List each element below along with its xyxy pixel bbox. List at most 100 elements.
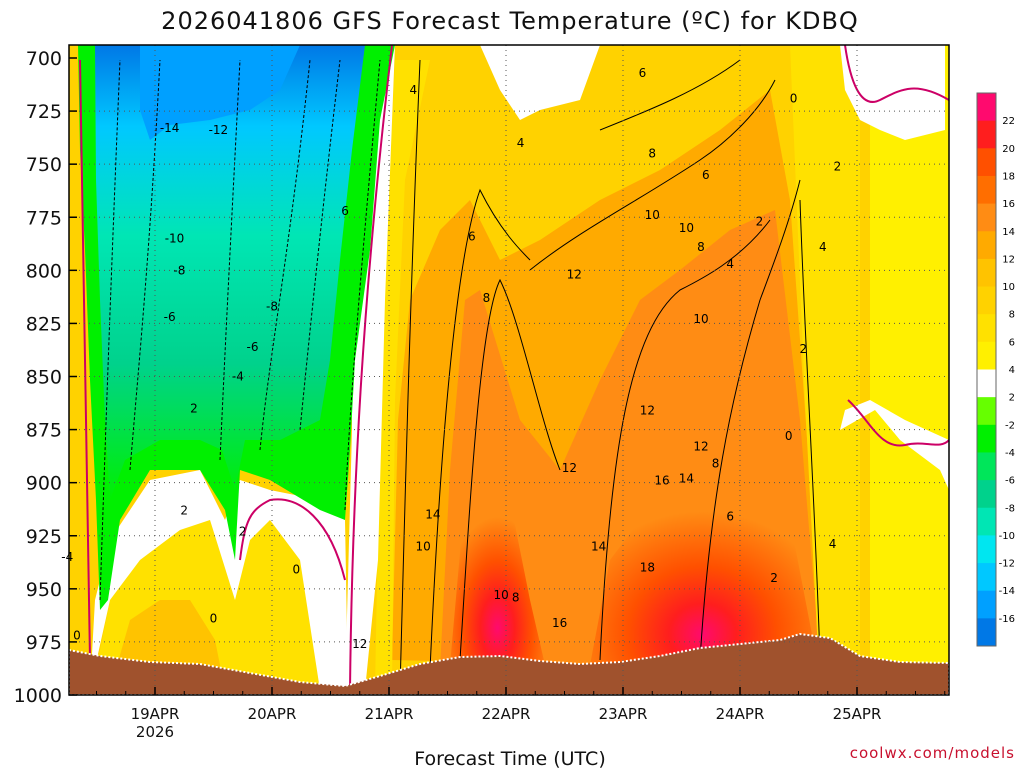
contour-label: 10 <box>645 208 660 222</box>
contour-label: 12 <box>567 268 582 282</box>
colorbar-label: 12 <box>1002 254 1015 265</box>
contour-label: 8 <box>512 590 520 604</box>
colorbar-swatch <box>977 535 996 564</box>
field-white-top <box>480 45 600 120</box>
colorbar: 22 20 18 16 14 12 10 8 6 4 2 -2 -4 -6 -8 -10 -12 -14 -16 <box>976 92 1015 647</box>
contour-label: 18 <box>640 561 655 575</box>
y-tick-label: 950 <box>26 579 62 601</box>
contour-label: 0 <box>785 429 793 443</box>
colorbar-swatch <box>977 258 996 288</box>
colorbar-swatch <box>977 231 996 260</box>
contour-label: 4 <box>819 240 827 254</box>
colorbar-frame <box>976 92 997 647</box>
plot-frame <box>68 44 950 696</box>
contour-label: 6 <box>341 204 349 218</box>
y-tick-label: 925 <box>26 526 62 548</box>
colorbar-swatch <box>977 452 996 481</box>
contour-label: 16 <box>654 474 669 488</box>
contour-label: -8 <box>266 299 278 313</box>
colorbar-swatch <box>977 120 996 149</box>
colorbar-swatch <box>977 507 996 536</box>
field-yellow-far <box>870 45 949 690</box>
colorbar-label: -6 <box>1005 476 1015 487</box>
y-axis: 700 725 750 775 800 825 850 875 900 925 950 975 1000 <box>14 48 77 707</box>
field-cold-deep <box>140 45 300 140</box>
y-tick-label: 800 <box>26 260 62 282</box>
contour-label: 2 <box>190 401 198 415</box>
x-tick-label: 23APR <box>599 705 648 723</box>
colorbar-label: -4 <box>1005 448 1015 459</box>
contour-label: 14 <box>425 508 440 522</box>
contour-label: 0 <box>210 612 218 626</box>
colorbar-label: 14 <box>1002 227 1015 238</box>
contour-label: 6 <box>468 229 476 243</box>
colorbar-swatch <box>977 397 996 426</box>
colorbar-swatch <box>977 341 996 370</box>
contour-label: 6 <box>726 510 734 524</box>
contour-lines-dashed <box>99 59 381 601</box>
x-tick-label: 20APR <box>248 705 297 723</box>
contour-lines <box>399 59 821 691</box>
contour-label: 12 <box>693 440 708 454</box>
colorbar-label: 4 <box>1009 365 1015 376</box>
contour-label: 8 <box>648 147 656 161</box>
contour-labels: -14 -12-10-8-8-6-6-42-4220004466686810108… <box>61 66 841 651</box>
contour-label: 2 <box>834 159 842 173</box>
contour-label: 16 <box>552 616 567 630</box>
zero-contours <box>79 45 949 691</box>
contour-label: 8 <box>712 457 720 471</box>
contour-label: 2 <box>756 214 764 228</box>
contour-label: 10 <box>693 312 708 326</box>
colorbar-swatch <box>977 314 996 343</box>
x-tick-label: 24APR <box>716 705 765 723</box>
colorbar-swatch <box>977 480 996 509</box>
x-tick-sublabel: 2026 <box>136 723 174 741</box>
contour-label: 2 <box>770 571 778 585</box>
contour-label: -6 <box>247 340 259 354</box>
grid <box>69 45 949 695</box>
field-yellow-band <box>375 60 430 690</box>
x-tick-label: 22APR <box>482 705 531 723</box>
contour-label: -6 <box>164 310 176 324</box>
x-axis-label: Forecast Time (UTC) <box>414 748 605 768</box>
y-tick-label: 1000 <box>14 685 62 707</box>
contour-label: 12 <box>562 461 577 475</box>
colorbar-swatch <box>977 286 996 315</box>
contour-label: 8 <box>483 291 491 305</box>
colorbar-label: -8 <box>1005 503 1015 514</box>
y-tick-label: 875 <box>26 420 62 442</box>
colorbar-label: 6 <box>1009 337 1015 348</box>
colorbar-swatch <box>977 203 996 232</box>
colorbar-swatch <box>977 424 996 453</box>
contour-label: -4 <box>61 550 73 564</box>
contour-label: 0 <box>790 91 798 105</box>
field-yellow-right <box>790 45 860 690</box>
contour-label: 10 <box>415 539 430 553</box>
colorbar-swatch <box>977 618 996 647</box>
credit-text: coolwx.com/models <box>850 744 1015 762</box>
y-tick-label: 975 <box>26 632 62 654</box>
contour-label: 2 <box>800 342 808 356</box>
colorbar-swatch <box>977 148 996 177</box>
contour-label: 8 <box>697 240 705 254</box>
contour-label: 4 <box>410 83 418 97</box>
y-tick-label: 725 <box>26 101 62 123</box>
contour-label: -12 <box>209 123 229 137</box>
colorbar-swatch <box>977 369 996 398</box>
contour-label: 6 <box>702 168 710 182</box>
y-tick-label: 850 <box>26 367 62 389</box>
y-tick-label: 750 <box>26 154 62 176</box>
colorbar-label: -14 <box>999 586 1015 597</box>
x-tick-label: 19APR <box>131 705 180 723</box>
contour-label: 14 <box>679 471 694 485</box>
contour-label: 6 <box>639 66 647 80</box>
contour-label: 2 <box>239 525 247 539</box>
colorbar-label: -12 <box>999 559 1015 570</box>
colorbar-label: -10 <box>999 531 1015 542</box>
colorbar-label: 18 <box>1002 171 1015 182</box>
colorbar-label: -2 <box>1005 420 1015 431</box>
colorbar-label: 2 <box>1009 393 1015 404</box>
field-cold-core <box>95 45 365 500</box>
